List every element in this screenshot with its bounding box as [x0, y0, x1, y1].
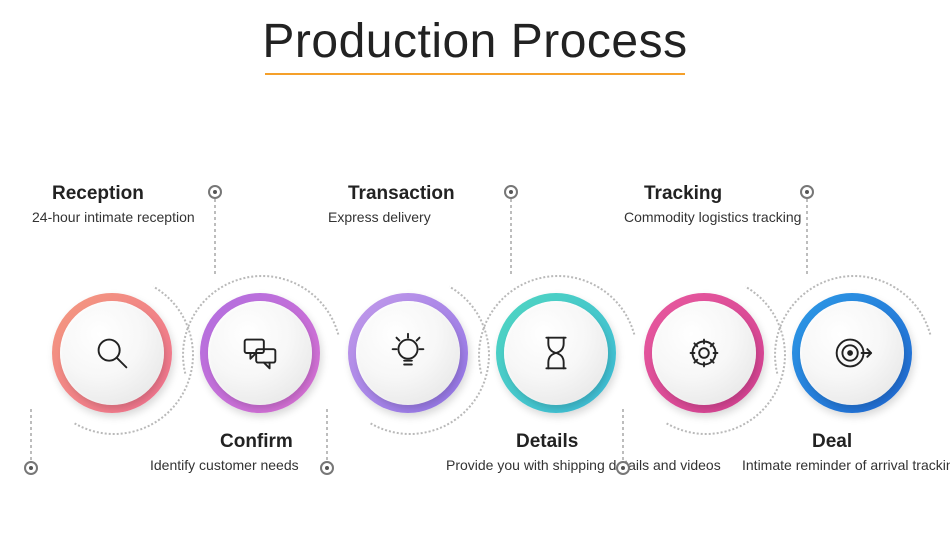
- hourglass-icon: [504, 301, 608, 405]
- connector-dot: [320, 461, 334, 475]
- chat-icon: [208, 301, 312, 405]
- connector-line: [214, 199, 216, 277]
- gear-icon: [652, 301, 756, 405]
- step-label-confirm: Confirm: [220, 431, 293, 453]
- step-desc-details: Provide you with shipping details and vi…: [446, 457, 721, 473]
- step-label-deal: Deal: [812, 431, 852, 453]
- connector-dot: [504, 185, 518, 199]
- connector-dot: [800, 185, 814, 199]
- connector-line: [806, 199, 808, 277]
- connector-dot: [24, 461, 38, 475]
- step-desc-reception: 24-hour intimate reception: [32, 209, 195, 225]
- target-icon: [800, 301, 904, 405]
- step-label-details: Details: [516, 431, 578, 453]
- step-circle-reception: [52, 293, 172, 413]
- step-desc-transaction: Express delivery: [328, 209, 431, 225]
- connector-line: [30, 409, 32, 463]
- step-desc-deal: Intimate reminder of arrival tracking: [742, 457, 950, 473]
- lightbulb-icon: [356, 301, 460, 405]
- magnifier-icon: [60, 301, 164, 405]
- page-title: Production Process: [0, 14, 950, 69]
- step-circle-confirm: [200, 293, 320, 413]
- step-label-reception: Reception: [52, 183, 144, 205]
- step-circle-transaction: [348, 293, 468, 413]
- step-label-tracking: Tracking: [644, 183, 722, 205]
- connector-line: [622, 409, 624, 463]
- step-desc-tracking: Commodity logistics tracking: [624, 209, 801, 225]
- step-circle-details: [496, 293, 616, 413]
- connector-line: [510, 199, 512, 277]
- step-circle-deal: [792, 293, 912, 413]
- connector-line: [326, 409, 328, 463]
- step-desc-confirm: Identify customer needs: [150, 457, 299, 473]
- step-label-transaction: Transaction: [348, 183, 455, 205]
- step-circle-tracking: [644, 293, 764, 413]
- title-underline: [265, 73, 685, 75]
- process-stage: Reception 24-hour intimate reception Confi…: [0, 83, 950, 543]
- connector-dot: [208, 185, 222, 199]
- connector-dot: [616, 461, 630, 475]
